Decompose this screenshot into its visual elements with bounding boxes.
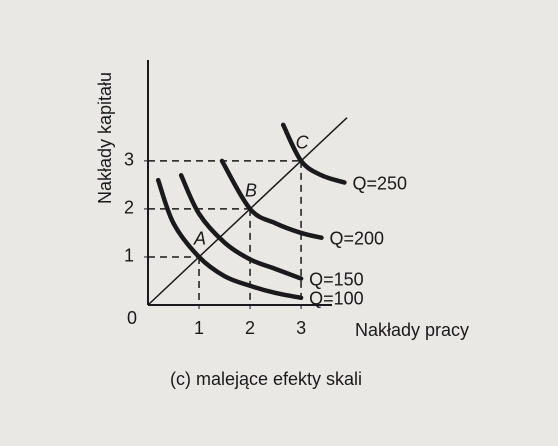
- x-tick-label: 3: [296, 318, 306, 338]
- caption: (c) malejące efekty skali: [170, 369, 362, 389]
- x-axis-label: Nakłady pracy: [355, 320, 469, 340]
- isoquant: [219, 158, 324, 240]
- origin-label: 0: [127, 308, 137, 328]
- isoquant: [155, 177, 304, 301]
- y-tick-label: 1: [124, 246, 134, 266]
- y-axis-label: Nakłady kapitału: [95, 72, 115, 204]
- y-tick-label: 3: [124, 150, 134, 170]
- point-label: B: [245, 181, 257, 201]
- x-tick-label: 2: [245, 318, 255, 338]
- legend-label: Q=200: [329, 228, 384, 248]
- isoquant: [178, 173, 304, 281]
- isoquant: [280, 122, 347, 185]
- scale-ray: [147, 117, 348, 306]
- point-label: C: [296, 133, 310, 153]
- x-tick-label: 1: [194, 318, 204, 338]
- legend-label: Q=100: [309, 289, 364, 309]
- legend-label: Q=250: [352, 173, 407, 193]
- point-label: A: [193, 229, 206, 249]
- legend-label: Q=150: [309, 269, 364, 289]
- y-tick-label: 2: [124, 198, 134, 218]
